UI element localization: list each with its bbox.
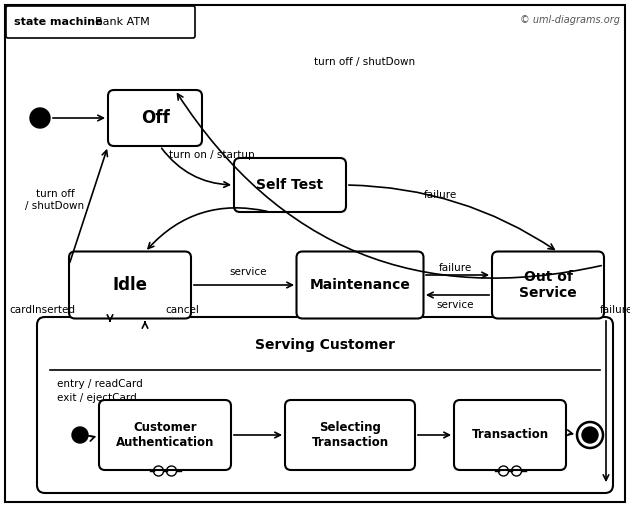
FancyBboxPatch shape: [108, 90, 202, 146]
Text: Customer
Authentication: Customer Authentication: [116, 421, 214, 449]
FancyBboxPatch shape: [37, 317, 613, 493]
Text: failure: failure: [600, 305, 630, 315]
Circle shape: [72, 427, 88, 443]
Text: Off: Off: [140, 109, 169, 127]
Text: Idle: Idle: [113, 276, 147, 294]
Text: Transaction: Transaction: [471, 428, 549, 442]
Text: turn off / shutDown: turn off / shutDown: [314, 57, 416, 67]
Text: Bank ATM: Bank ATM: [95, 17, 150, 27]
FancyBboxPatch shape: [6, 6, 195, 38]
FancyBboxPatch shape: [99, 400, 231, 470]
FancyBboxPatch shape: [297, 251, 423, 318]
Text: Maintenance: Maintenance: [309, 278, 410, 292]
Circle shape: [30, 108, 50, 128]
Text: cardInserted: cardInserted: [9, 305, 75, 315]
Text: turn on / startup: turn on / startup: [169, 150, 255, 160]
Text: service: service: [229, 267, 266, 277]
Text: © uml-diagrams.org: © uml-diagrams.org: [520, 15, 620, 25]
Text: Self Test: Self Test: [256, 178, 324, 192]
Text: entry / readCard: entry / readCard: [57, 379, 143, 389]
FancyBboxPatch shape: [5, 5, 625, 502]
Text: cancel: cancel: [165, 305, 199, 315]
Text: Out of
Service: Out of Service: [519, 270, 577, 300]
Text: state machine: state machine: [14, 17, 103, 27]
Text: failure: failure: [423, 190, 457, 200]
FancyBboxPatch shape: [285, 400, 415, 470]
Text: Selecting
Transaction: Selecting Transaction: [311, 421, 389, 449]
Circle shape: [582, 427, 598, 443]
FancyBboxPatch shape: [492, 251, 604, 318]
Text: Serving Customer: Serving Customer: [255, 338, 395, 352]
FancyBboxPatch shape: [69, 251, 191, 318]
Text: service: service: [436, 300, 474, 310]
FancyBboxPatch shape: [234, 158, 346, 212]
FancyBboxPatch shape: [454, 400, 566, 470]
Text: failure: failure: [438, 263, 472, 273]
Text: turn off
/ shutDown: turn off / shutDown: [25, 189, 84, 211]
Text: exit / ejectCard: exit / ejectCard: [57, 393, 137, 403]
